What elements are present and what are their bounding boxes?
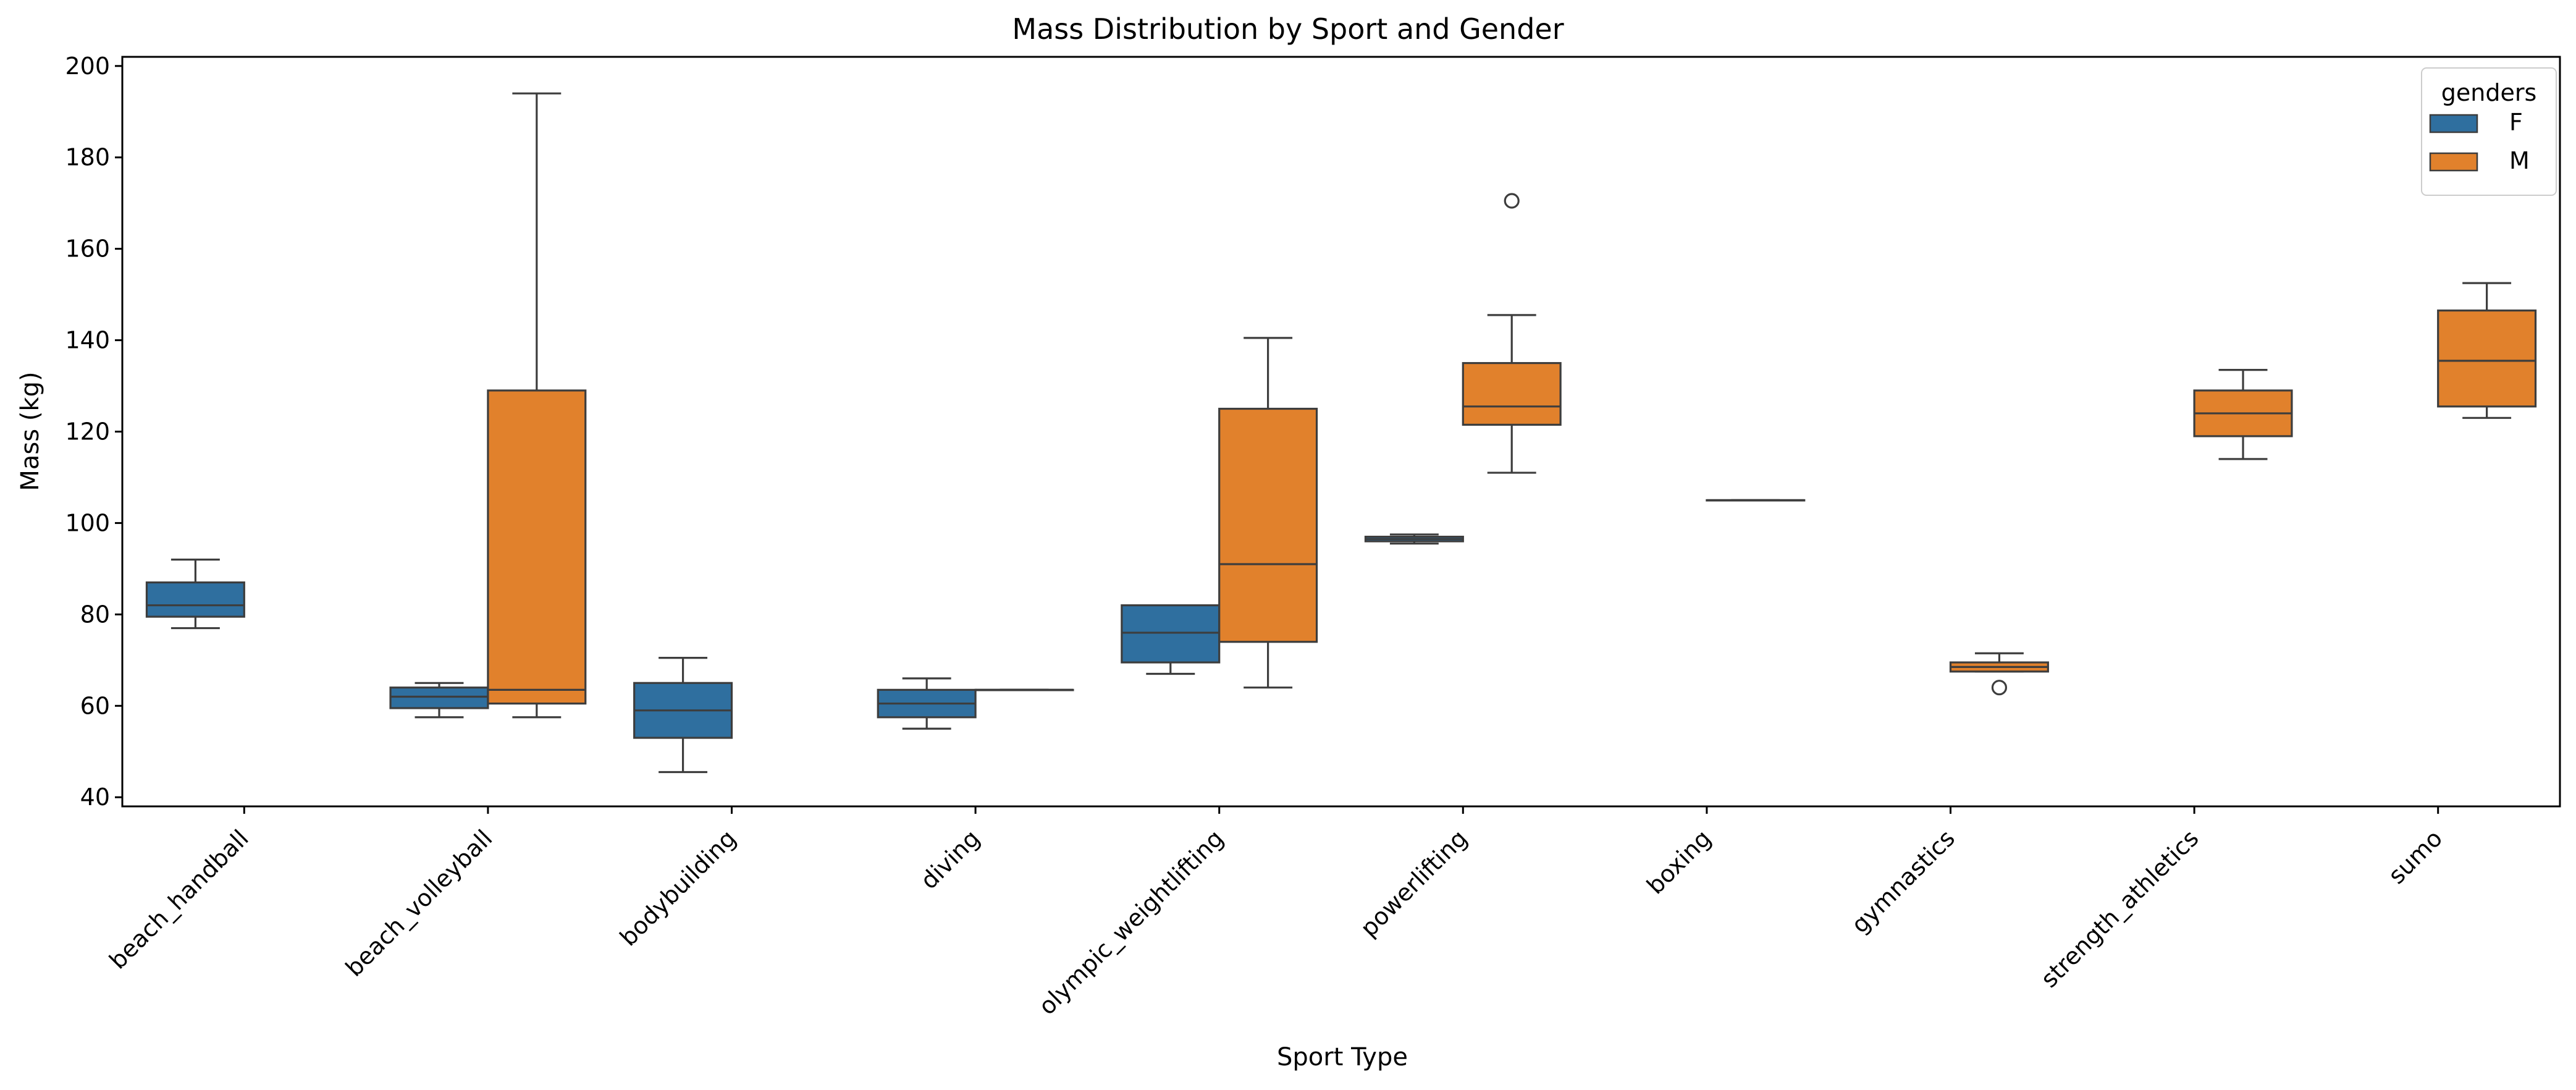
y-tick-label: 140 xyxy=(65,327,110,354)
box-F-beach_handball xyxy=(145,558,245,630)
box-M-gymnastics xyxy=(1949,652,2049,696)
x-tick-label: gymnastics xyxy=(1846,824,1961,939)
box-M-strength_athletics xyxy=(2193,369,2293,460)
legend-title: genders xyxy=(2441,79,2537,106)
x-tick-label: boxing xyxy=(1641,824,1716,899)
box-body xyxy=(487,389,587,705)
y-tick-label: 200 xyxy=(65,53,110,80)
x-tick-label: strength_athletics xyxy=(2035,824,2204,993)
x-tick-label: sumo xyxy=(2383,824,2448,889)
chart-title: Mass Distribution by Sport and Gender xyxy=(1012,12,1564,46)
y-axis: 40 60 80 100 120 140 160 180 200 xyxy=(65,53,122,811)
box-body xyxy=(2437,309,2537,408)
x-axis-label: Sport Type xyxy=(1277,1043,1408,1071)
y-tick-label: 80 xyxy=(80,601,110,628)
legend-label-F: F xyxy=(2509,109,2523,136)
y-tick-label: 180 xyxy=(65,144,110,171)
x-tick-label: olympic_weightlifting xyxy=(1033,824,1229,1020)
y-tick-label: 60 xyxy=(80,692,110,719)
outlier-point xyxy=(1504,193,1520,209)
legend-swatch-M xyxy=(2429,152,2478,172)
box-body xyxy=(1121,604,1221,664)
box-body xyxy=(1218,407,1318,643)
box-F-powerlifting xyxy=(1364,533,1464,545)
box-M-boxing xyxy=(1706,499,1806,502)
box-M-beach_volleyball xyxy=(487,92,587,719)
outlier-point xyxy=(1991,680,2008,696)
legend: genders FM xyxy=(2421,67,2557,196)
box-F-diving xyxy=(877,677,977,730)
x-tick-label: beach_volleyball xyxy=(340,824,498,982)
box-F-olympic_weightlifting xyxy=(1121,604,1221,675)
x-tick-label: beach_handball xyxy=(104,824,253,974)
y-tick-label: 160 xyxy=(65,235,110,263)
legend-swatch-F xyxy=(2429,114,2478,133)
x-tick-label: powerlifting xyxy=(1355,824,1473,942)
box-F-bodybuilding xyxy=(633,657,733,774)
box-M-sumo xyxy=(2437,282,2537,419)
box-body xyxy=(1462,361,1562,426)
box-M-olympic_weightlifting xyxy=(1218,337,1318,689)
plot-area xyxy=(145,92,2537,774)
y-axis-label: Mass (kg) xyxy=(16,371,44,491)
box-body xyxy=(145,581,245,618)
y-tick-label: 120 xyxy=(65,418,110,446)
y-tick-label: 100 xyxy=(65,509,110,536)
box-body xyxy=(389,687,489,709)
box-M-powerlifting xyxy=(1462,193,1562,474)
x-tick-label: bodybuilding xyxy=(615,824,741,951)
box-F-beach_volleyball xyxy=(389,682,489,719)
y-tick-label: 40 xyxy=(80,784,110,811)
legend-label-M: M xyxy=(2509,147,2530,174)
x-axis: beach_handball beach_volleyball bodybuildi… xyxy=(104,806,2448,1020)
x-tick-label: diving xyxy=(915,824,985,894)
